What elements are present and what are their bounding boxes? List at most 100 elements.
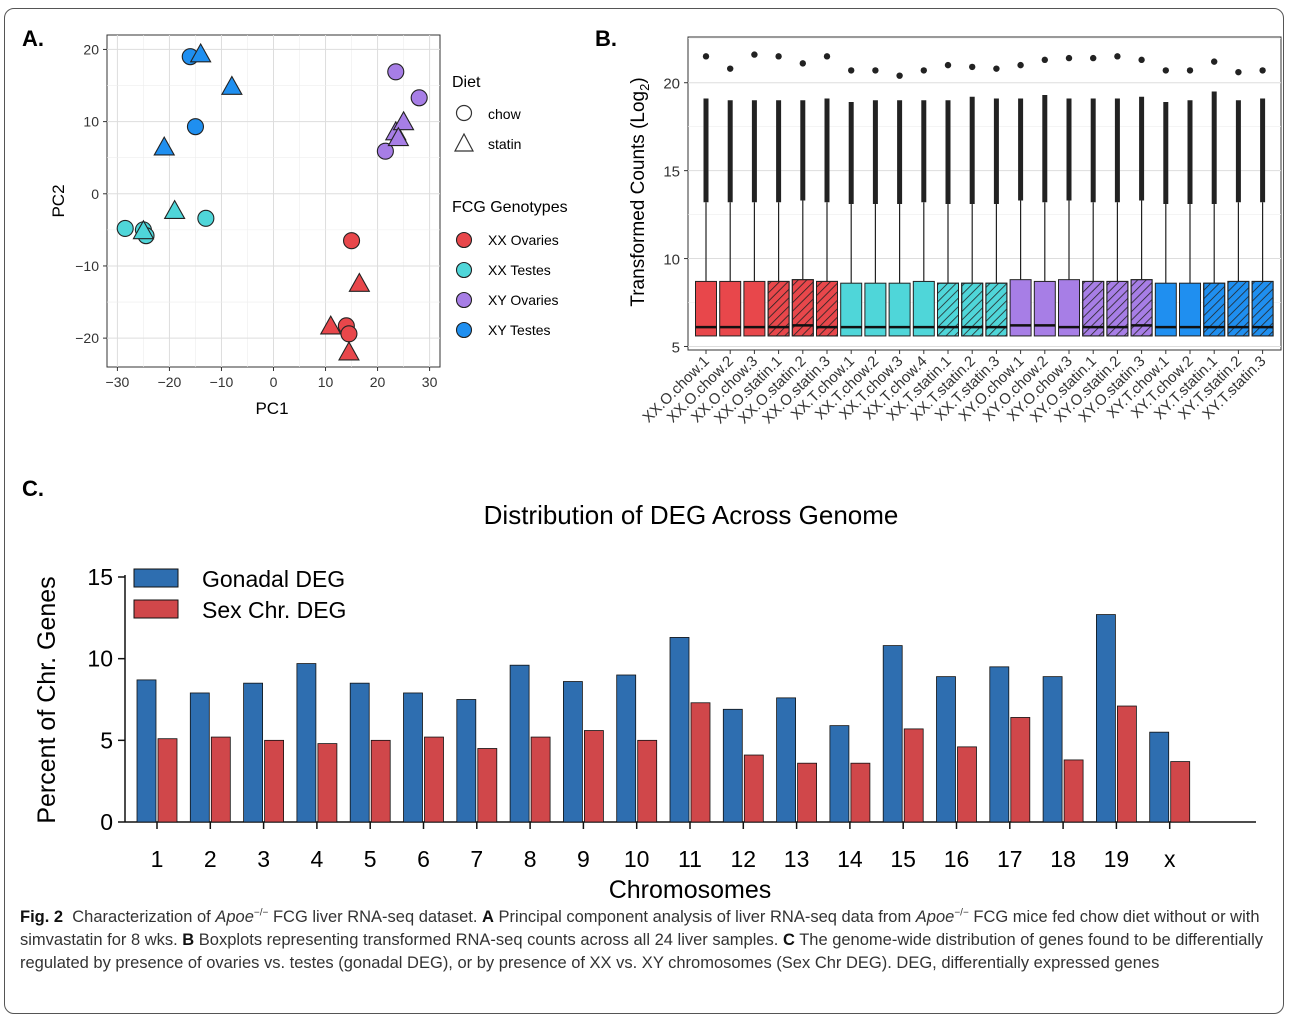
data-point-triangle (319, 314, 342, 335)
caption-text: Principal component analysis of liver RN… (493, 908, 916, 926)
boxplot-y-label-sub: 2 (637, 84, 652, 91)
caption-superscript: −/− (954, 907, 969, 919)
panel-b-label: B. (595, 26, 617, 51)
legend-circle-icon (455, 104, 473, 122)
bar-gonadal (1096, 614, 1116, 823)
box-outlier-max (848, 67, 855, 74)
y-tick-label: −20 (75, 330, 99, 346)
bar-sexchr (903, 728, 924, 823)
box-body (719, 280, 742, 337)
box-body (888, 282, 911, 337)
x-tick-label: 16 (944, 846, 970, 872)
box-body (864, 282, 887, 337)
bar-sexchr (264, 739, 285, 823)
caption-panel-c-ref: C (782, 931, 795, 949)
boxplot-ticks: 5 10 15 20 (663, 76, 688, 356)
bar-sexchr (1063, 759, 1084, 823)
bar-gonadal (509, 664, 530, 823)
data-point-circle (342, 232, 361, 250)
box-body (1154, 282, 1177, 337)
bar-panel: C. Distribution of DEG Across Genome 0 5 1… (22, 476, 1256, 904)
bar-gonadal (296, 663, 317, 823)
box-outlier-max (799, 60, 806, 67)
box-outlier-max (1162, 67, 1170, 74)
y-tick-label: 15 (87, 564, 113, 590)
data-point-circle (186, 118, 205, 136)
bar-sexchr (1117, 705, 1137, 823)
bar-bars (136, 614, 1191, 823)
x-tick-label: 14 (837, 846, 863, 872)
x-tick-label: −30 (106, 374, 130, 390)
legend-genotype-swatch (455, 321, 473, 339)
box-outlier-max (1211, 58, 1218, 65)
data-point-triangle (338, 340, 360, 361)
y-tick-label: 20 (663, 76, 680, 93)
legend-triangle-icon (454, 132, 474, 152)
y-tick-label: 15 (663, 164, 680, 181)
bar-gonadal (722, 708, 743, 823)
bar-sexchr (957, 746, 977, 823)
x-tick-label: 15 (890, 846, 916, 872)
box-outlier-max (1017, 61, 1024, 69)
box-body (743, 280, 766, 337)
x-tick-label: 8 (524, 846, 537, 872)
data-point-circle (376, 142, 394, 160)
data-point-triangle (163, 199, 186, 220)
legend-genotype-items: XX Ovaries XX Testes XY Ovaries XY Testes (455, 231, 559, 339)
box-body (1009, 279, 1032, 337)
y-tick-label: 20 (83, 41, 99, 57)
caption-panel-a-ref: A (482, 908, 494, 926)
legend-genotype-label: XX Testes (488, 262, 551, 278)
box-hatch (1130, 279, 1153, 337)
data-point-triangle (348, 272, 371, 292)
caption-gene: Apoe (915, 908, 955, 926)
bar-gonadal (349, 682, 370, 823)
bar-gonadal (829, 725, 850, 823)
pca-x-axis-label: PC1 (255, 399, 288, 418)
y-tick-label: 5 (672, 339, 680, 356)
legend-label-gonadal: Gonadal DEG (202, 566, 345, 592)
legend-diet-chow: chow (488, 106, 522, 122)
bar-gonadal (1149, 731, 1170, 823)
x-tick-label: 10 (624, 846, 650, 872)
box-body (912, 280, 935, 337)
box-body (1058, 279, 1080, 337)
caption-text: The genome-wide distribution of genes fo… (20, 931, 1264, 972)
box-outlier-max (1186, 67, 1194, 74)
bar-sexchr (1170, 761, 1191, 823)
box-hatch (1106, 280, 1129, 337)
caption-fig-label: Fig. 2 (20, 908, 64, 926)
box-hatch (1227, 280, 1250, 337)
caption-text: Characterization of (72, 908, 216, 926)
bar-gonadal (616, 674, 637, 823)
y-tick-label: −10 (75, 258, 99, 274)
x-tick-label: 2 (204, 846, 217, 872)
x-tick-label: 4 (311, 846, 324, 872)
caption-panel-b-ref: B (182, 931, 195, 949)
panel-c-label: C. (22, 476, 44, 501)
y-tick-label: 0 (100, 809, 113, 835)
x-tick-label: 6 (417, 846, 430, 872)
bar-gonadal (243, 682, 264, 823)
bar-gonadal (1042, 676, 1063, 823)
box-hatch (1082, 280, 1105, 337)
box-hatch (767, 280, 790, 337)
bar-gonadal (989, 666, 1010, 823)
data-point-triangle (220, 75, 243, 95)
data-point-circle (197, 209, 215, 227)
x-tick-label: −20 (158, 374, 182, 390)
data-point-triangle (387, 126, 410, 147)
boxplot-y-label-main: Transformed Counts (Log (628, 91, 649, 307)
bar-gonadal (136, 679, 157, 823)
boxplot-x-labels: XX.O.chow.1XX.O.chow.2XX.O.chow.3XX.O.st… (639, 350, 1269, 427)
boxplot-boxes (695, 51, 1274, 337)
box-outlier-max (944, 61, 952, 69)
legend-genotype-swatch (455, 291, 473, 309)
y-tick-label: 0 (91, 186, 99, 202)
pca-legend: Diet chow statin FCG Genotypes XX Ovarie… (452, 74, 568, 339)
bar-sexchr (637, 739, 658, 823)
data-point-circle (387, 63, 405, 81)
bar-gonadal (456, 699, 477, 823)
bar-sexchr (424, 736, 444, 823)
